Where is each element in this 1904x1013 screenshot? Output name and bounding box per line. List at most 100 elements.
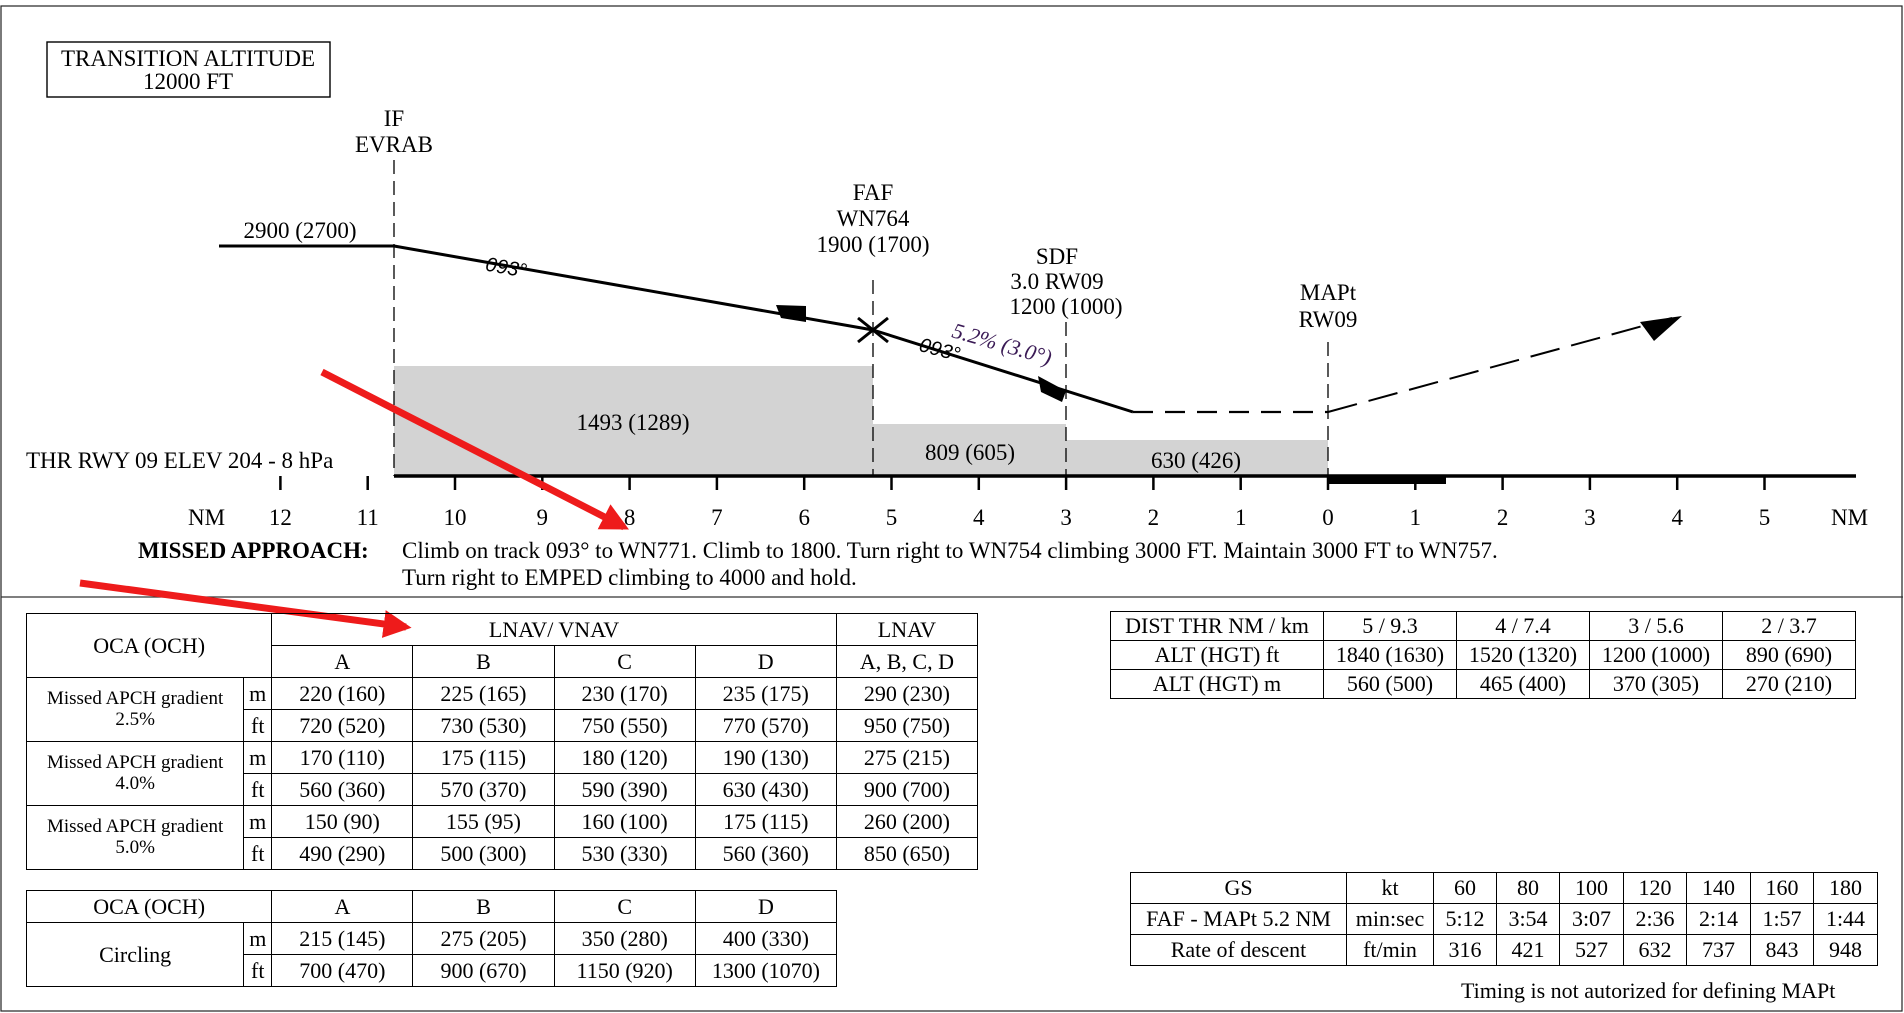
- unit-label: m: [243, 805, 273, 838]
- circling-cell: 350 (280): [553, 922, 696, 955]
- scale-label-after-3: 3: [1584, 505, 1596, 530]
- minima-cell: 275 (215): [835, 741, 979, 774]
- minima-cell: 560 (360): [271, 773, 414, 806]
- if-name: EVRAB: [355, 132, 433, 157]
- missed-approach-label: MISSED APPROACH:: [138, 538, 369, 563]
- minima-row-label: Missed APCH gradient 5.0%: [25, 805, 245, 870]
- faf-name: WN764: [837, 206, 910, 231]
- distance-scale: 12 11 10 9 8 7 6 5 4 3 2 1 0 1 2 3 4 5: [269, 476, 1770, 530]
- scale-label-2: 2: [1148, 505, 1160, 530]
- minima-cell: 235 (175): [694, 677, 837, 710]
- rate-cell: 632: [1623, 934, 1687, 966]
- minima-cell: 155 (95): [412, 805, 555, 838]
- minima-cell: 230 (170): [553, 677, 696, 710]
- rate-cell: 948: [1813, 934, 1878, 966]
- transition-altitude-box: [46, 41, 331, 98]
- moc-area-3: [1066, 440, 1328, 476]
- minima-oca-header: OCA (OCH): [25, 613, 273, 678]
- rate-cell: 421: [1496, 934, 1560, 966]
- missed-approach-line-2: Turn right to EMPED climbing to 4000 and…: [402, 565, 857, 590]
- if-label: IF: [384, 106, 404, 131]
- intermediate-direction-arrow: [776, 305, 806, 322]
- dist-cell: 1200 (1000): [1589, 640, 1723, 670]
- minima-col-c: C: [553, 645, 696, 678]
- minima-col-lnav: A, B, C, D: [835, 645, 979, 678]
- minima-cell: 570 (370): [412, 773, 555, 806]
- scale-label-6: 6: [798, 505, 810, 530]
- unit-label: ft: [243, 773, 273, 806]
- timing-note: Timing is not autorized for defining MAP…: [1461, 978, 1836, 1003]
- scale-label-1: 1: [1235, 505, 1247, 530]
- dist-header-label: DIST THR NM / km: [1110, 611, 1324, 641]
- minima-cell: 170 (110): [271, 741, 414, 774]
- gs-header-unit: kt: [1346, 872, 1434, 904]
- final-direction-arrow: [1038, 376, 1066, 402]
- minima-lnav-vnav-header: LNAV/ VNAV: [271, 613, 837, 646]
- rate-cell: 316: [1433, 934, 1497, 966]
- circling-cell: 275 (205): [412, 922, 555, 955]
- gs-header-cell: 180: [1813, 872, 1878, 904]
- mapt-label: MAPt: [1300, 280, 1357, 305]
- minima-cell: 260 (200): [835, 805, 979, 838]
- scale-label-9: 9: [537, 505, 549, 530]
- sdf-altitude: 1200 (1000): [1009, 294, 1122, 319]
- final-segment: [872, 328, 1134, 414]
- minima-cell: 500 (300): [412, 837, 555, 870]
- minima-cell: 225 (165): [412, 677, 555, 710]
- circling-col-d: D: [694, 890, 838, 923]
- transition-altitude-title: TRANSITION ALTITUDE: [61, 46, 315, 71]
- minima-cell: 750 (550): [553, 709, 696, 742]
- moc-value-3: 630 (426): [1151, 448, 1241, 473]
- time-cell: 3:07: [1559, 903, 1624, 935]
- unit-label: m: [243, 922, 273, 955]
- dist-cell: 890 (690): [1722, 640, 1856, 670]
- dist-header-cell: 2 / 3.7: [1722, 611, 1856, 641]
- minima-cell: 720 (520): [271, 709, 414, 742]
- dist-row-label-m: ALT (HGT) m: [1110, 669, 1324, 699]
- circling-table: OCA (OCH) A B C D Circling m 215 (145) 2…: [25, 890, 838, 987]
- time-cell: 2:36: [1623, 903, 1687, 935]
- rate-row-unit: ft/min: [1346, 934, 1434, 966]
- minima-cell: 490 (290): [271, 837, 414, 870]
- circling-cell: 1150 (920): [553, 954, 696, 987]
- circling-cell: 400 (330): [694, 922, 838, 955]
- initial-altitude-label: 2900 (2700): [243, 218, 356, 243]
- circling-col-a: A: [271, 890, 414, 923]
- minima-cell: 900 (700): [835, 773, 979, 806]
- scale-unit-right: NM: [1831, 505, 1868, 530]
- scale-label-8: 8: [624, 505, 636, 530]
- transition-altitude-value: 12000 FT: [143, 69, 233, 94]
- circling-label: Circling: [25, 922, 245, 987]
- circling-cell: 900 (670): [412, 954, 555, 987]
- minima-col-d: D: [694, 645, 837, 678]
- moc-value-1: 1493 (1289): [576, 410, 689, 435]
- sdf-label: SDF: [1036, 244, 1078, 269]
- minima-cell: 850 (650): [835, 837, 979, 870]
- minima-cell: 175 (115): [412, 741, 555, 774]
- minima-cell: 180 (120): [553, 741, 696, 774]
- scale-label-4: 4: [973, 505, 985, 530]
- gs-header-cell: 80: [1496, 872, 1560, 904]
- time-cell: 1:44: [1813, 903, 1878, 935]
- faf-label: FAF: [853, 180, 894, 205]
- minima-lnav-header: LNAV: [835, 613, 979, 646]
- unit-label: m: [243, 741, 273, 774]
- time-cell: 1:57: [1750, 903, 1814, 935]
- time-cell: 2:14: [1686, 903, 1751, 935]
- circling-col-c: C: [553, 890, 696, 923]
- circling-col-b: B: [412, 890, 555, 923]
- scale-label-after-2: 2: [1497, 505, 1509, 530]
- rate-row-label: Rate of descent: [1130, 934, 1347, 966]
- scale-label-11: 11: [357, 505, 379, 530]
- minima-cell: 150 (90): [271, 805, 414, 838]
- gs-header-label: GS: [1130, 872, 1347, 904]
- gs-header-cell: 100: [1559, 872, 1624, 904]
- scale-label-12: 12: [269, 505, 292, 530]
- circling-oca-header: OCA (OCH): [25, 890, 273, 923]
- minima-cell: 220 (160): [271, 677, 414, 710]
- scale-unit-left: NM: [188, 505, 225, 530]
- time-row-unit: min:sec: [1346, 903, 1434, 935]
- missed-approach-arrow: [1640, 316, 1682, 341]
- dist-cell: 1520 (1320): [1456, 640, 1590, 670]
- moc-area-2: [873, 424, 1066, 476]
